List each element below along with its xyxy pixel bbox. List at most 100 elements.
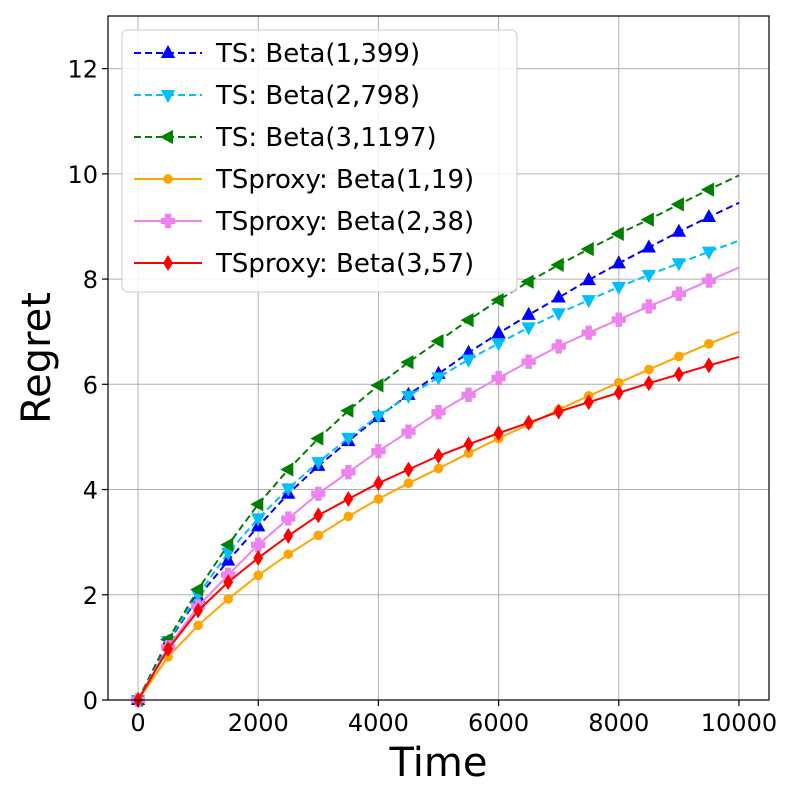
y-axis-label: Regret (14, 292, 60, 424)
legend-label: TSproxy: Beta(2,38) (215, 207, 474, 237)
data-point (400, 355, 414, 370)
data-point (491, 370, 506, 386)
data-point (551, 339, 566, 354)
data-point (550, 257, 564, 273)
data-point (253, 549, 264, 566)
legend-label: TSproxy: Beta(3,57) (215, 249, 474, 279)
legend-label: TSproxy: Beta(1,19) (215, 165, 474, 195)
data-point (251, 513, 266, 527)
data-point (521, 322, 536, 336)
legend-box (121, 29, 518, 293)
data-point (313, 507, 324, 524)
series-6 (133, 355, 740, 708)
data-point (461, 354, 476, 368)
x-tick-label: 6000 (468, 709, 529, 737)
legend-marker (160, 44, 176, 59)
data-point (223, 594, 234, 604)
data-point (701, 246, 717, 260)
legend-marker (160, 213, 176, 229)
data-point (580, 241, 594, 257)
legend-entry: TS: Beta(3,1197) (134, 123, 437, 153)
plot-frame (107, 15, 770, 701)
data-point (641, 299, 656, 314)
data-point (671, 286, 687, 301)
y-tick-label: 10 (67, 161, 98, 189)
data-point (581, 295, 596, 309)
data-point (433, 447, 444, 464)
data-point (431, 372, 446, 386)
data-point (491, 338, 506, 352)
data-point (433, 463, 444, 474)
legend-label: TS: Beta(1,399) (215, 39, 420, 69)
x-tick-label: 2000 (228, 709, 289, 737)
legend-label: TS: Beta(3,1197) (215, 123, 437, 153)
data-point (370, 378, 384, 393)
data-point (311, 457, 326, 471)
data-point (704, 338, 714, 349)
data-point (281, 483, 296, 497)
data-point (313, 530, 324, 541)
data-point (670, 197, 684, 212)
legend-entry: TS: Beta(2,798) (134, 81, 420, 111)
data-point (430, 334, 444, 349)
data-point (373, 475, 384, 492)
data-point (641, 269, 656, 283)
data-point (643, 364, 654, 375)
data-point (193, 602, 204, 619)
data-point (343, 511, 354, 522)
data-point (671, 258, 687, 272)
data-point (520, 274, 534, 289)
data-point (281, 511, 296, 526)
y-tick-label: 4 (83, 477, 98, 505)
y-tick-label: 0 (83, 687, 98, 715)
data-point (611, 255, 626, 269)
data-point (491, 325, 506, 339)
data-point (551, 308, 566, 322)
data-point (341, 432, 356, 447)
data-point (553, 403, 564, 420)
series-line (137, 266, 740, 701)
legend-marker (160, 89, 176, 104)
data-point (431, 405, 446, 420)
data-point (403, 478, 414, 489)
data-point (251, 537, 266, 552)
series-3 (130, 174, 740, 708)
data-point (703, 357, 714, 374)
data-point (311, 486, 326, 501)
data-point (551, 289, 566, 303)
data-point (250, 497, 264, 512)
data-point (521, 306, 536, 320)
data-point (641, 239, 656, 253)
data-point (643, 375, 654, 392)
x-tick-label: 4000 (348, 709, 409, 737)
data-point (253, 570, 264, 581)
data-point (610, 226, 624, 241)
data-point (611, 281, 626, 296)
x-tick-label: 10000 (701, 709, 777, 737)
data-point (490, 292, 504, 308)
data-point (371, 410, 386, 424)
x-tick-label: 0 (130, 709, 145, 737)
data-point (613, 384, 624, 401)
legend-entry: TSproxy: Beta(2,38) (134, 207, 474, 237)
legend-label: TS: Beta(2,798) (215, 81, 420, 111)
data-point (343, 491, 354, 507)
data-point (700, 182, 714, 197)
legend-entry: TSproxy: Beta(3,57) (134, 249, 474, 279)
data-point (581, 325, 596, 340)
series-line (137, 239, 740, 701)
data-point (341, 465, 356, 480)
legend-marker (163, 174, 173, 184)
data-point (671, 223, 687, 237)
data-point (310, 431, 324, 446)
x-tick-label: 8000 (588, 709, 649, 737)
data-point (403, 461, 414, 478)
legend-marker (163, 255, 173, 271)
data-point (523, 414, 534, 431)
data-point (401, 424, 416, 439)
data-point (280, 462, 294, 477)
data-point (701, 273, 717, 288)
data-point (581, 272, 596, 286)
data-point (371, 443, 386, 459)
